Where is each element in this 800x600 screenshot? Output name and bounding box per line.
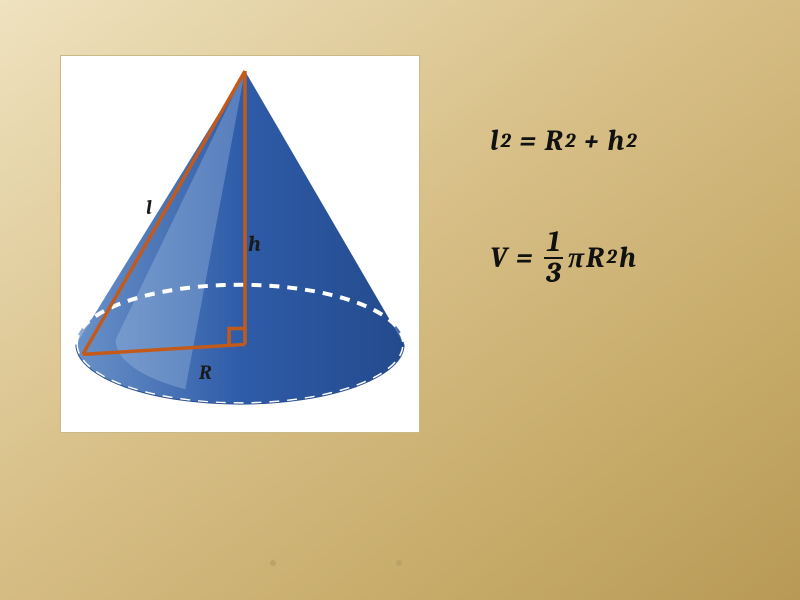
pi-symbol: π (568, 242, 584, 275)
equals-sign: = (509, 242, 539, 275)
formulas-block: l2 = R2 + h2 V = 1 3 π R2 h (490, 125, 637, 289)
fraction-numerator: 1 (544, 228, 563, 259)
label-R: R (199, 361, 212, 384)
fraction-denominator: 3 (543, 259, 564, 288)
dot-icon (270, 560, 276, 566)
var-R: R (545, 125, 564, 158)
dot-icon (396, 560, 402, 566)
cone-diagram-panel: l h R (60, 55, 420, 433)
cone-diagram (61, 56, 419, 432)
label-h: h (248, 231, 261, 257)
label-l: l (146, 196, 152, 219)
var-l: l (490, 125, 499, 158)
slide-content: l h R l2 = R2 + h2 V = 1 3 π R2 h (0, 0, 800, 600)
equals-sign: = (513, 125, 543, 158)
var-h: h (619, 242, 636, 275)
fraction-one-third: 1 3 (543, 228, 564, 289)
var-V: V (490, 242, 507, 275)
formula-pythagoras: l2 = R2 + h2 (490, 125, 637, 158)
plus-sign: + (577, 125, 605, 158)
var-R: R (586, 242, 605, 275)
formula-volume: V = 1 3 π R2 h (490, 228, 637, 289)
decorative-dots (270, 560, 402, 566)
var-h: h (607, 125, 624, 158)
